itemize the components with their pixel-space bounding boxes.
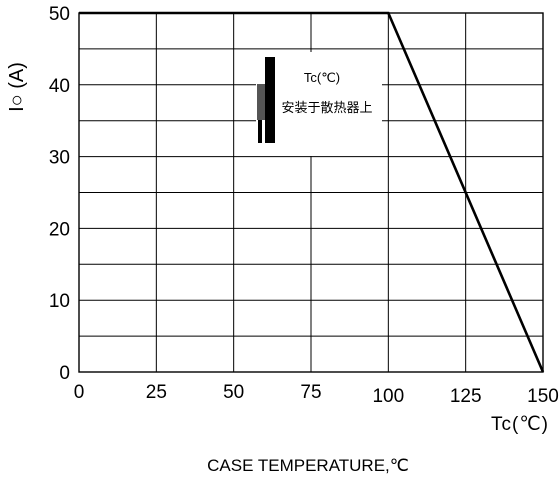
y-tick-label: 30	[49, 148, 70, 169]
y-tick-label: 50	[49, 4, 70, 25]
heatsink-bar	[265, 57, 275, 143]
x-tick-label: 150	[527, 386, 559, 407]
device-lead	[258, 120, 262, 143]
x-tick-label: 0	[74, 382, 85, 403]
x-tick-label: 125	[450, 386, 482, 407]
x-tick-labels: 0 25 50 75 100 125 150	[74, 382, 559, 407]
x-tick-label: 25	[146, 382, 167, 403]
y-tick-label: 10	[49, 291, 70, 312]
inset-label-temp: Tc(℃)	[304, 70, 340, 85]
x-axis-caption: CASE TEMPERATURE,℃	[207, 456, 409, 475]
inset-box	[256, 52, 382, 156]
x-tick-label: 50	[223, 382, 244, 403]
y-tick-label: 20	[49, 219, 70, 240]
y-tick-label: 40	[49, 76, 70, 97]
y-tick-label: 0	[59, 363, 70, 384]
series-group	[79, 11, 545, 373]
device-body	[257, 84, 265, 120]
y-tick-labels: 0 10 20 30 40 50	[49, 4, 70, 384]
inset-label-mount: 安装于散热器上	[281, 100, 372, 115]
series-line	[79, 11, 545, 373]
mounting-inset: Tc(℃) 安装于散热器上	[256, 52, 382, 156]
x-axis-unit-label: Tc(℃)	[491, 414, 549, 435]
x-tick-label: 75	[300, 382, 321, 403]
x-tick-label: 100	[372, 386, 404, 407]
y-axis-label: I○ (A)	[6, 62, 28, 112]
